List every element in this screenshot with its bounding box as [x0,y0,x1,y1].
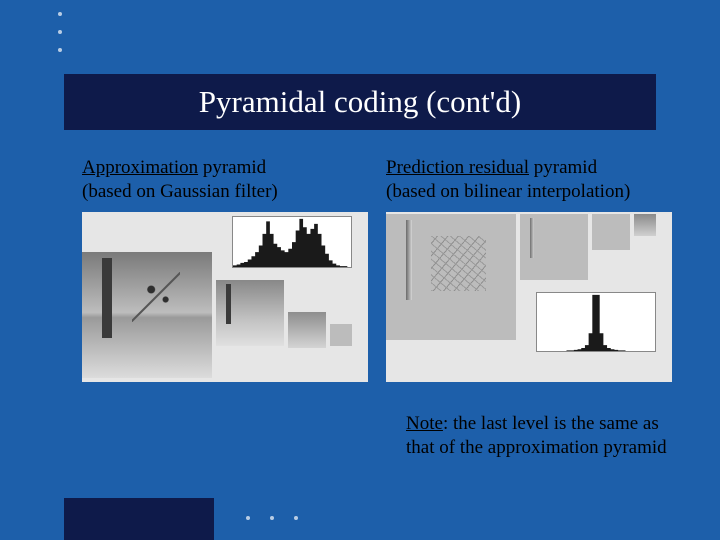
left-subheading: (based on Gaussian filter) [82,181,278,202]
pyramid-level-3 [634,214,656,236]
dot-icon [58,48,62,52]
left-heading-underlined: Approximation [82,157,198,178]
pyramid-level-0 [386,214,516,340]
residual-pyramid-figure [386,212,672,382]
bullet-dots-bottom [246,516,298,520]
note-label: Note [406,413,443,434]
footer-accent-block [64,498,214,540]
bullet-dots-top [58,12,62,66]
histogram-svg [233,217,351,267]
left-column: Approximation pyramid (based on Gaussian… [82,156,368,382]
slide-title-text: Pyramidal coding (cont'd) [199,84,521,120]
pyramid-level-2 [288,312,326,348]
right-subheading: (based on bilinear interpolation) [386,181,630,202]
pyramid-level-2 [592,214,630,250]
slide-title: Pyramidal coding (cont'd) [64,74,656,130]
histogram-svg [537,293,655,351]
pyramid-level-0 [82,252,212,378]
pyramid-level-1 [216,280,284,346]
dot-icon [270,516,274,520]
right-histogram [536,292,656,352]
left-histogram [232,216,352,268]
dot-icon [246,516,250,520]
note-text: Note: the last level is the same as that… [406,412,684,460]
right-heading-rest: pyramid [529,157,597,178]
dot-icon [58,30,62,34]
pyramid-level-3 [330,324,352,346]
dot-icon [294,516,298,520]
pyramid-level-1 [520,214,588,280]
left-heading: Approximation pyramid (based on Gaussian… [82,156,368,204]
right-heading: Prediction residual pyramid (based on bi… [386,156,672,204]
right-column: Prediction residual pyramid (based on bi… [386,156,672,382]
left-heading-rest: pyramid [198,157,266,178]
note-body: : the last level is the same as that of … [406,413,667,458]
right-heading-underlined: Prediction residual [386,157,529,178]
approximation-pyramid-figure [82,212,368,382]
dot-icon [58,12,62,16]
content-columns: Approximation pyramid (based on Gaussian… [82,156,672,382]
